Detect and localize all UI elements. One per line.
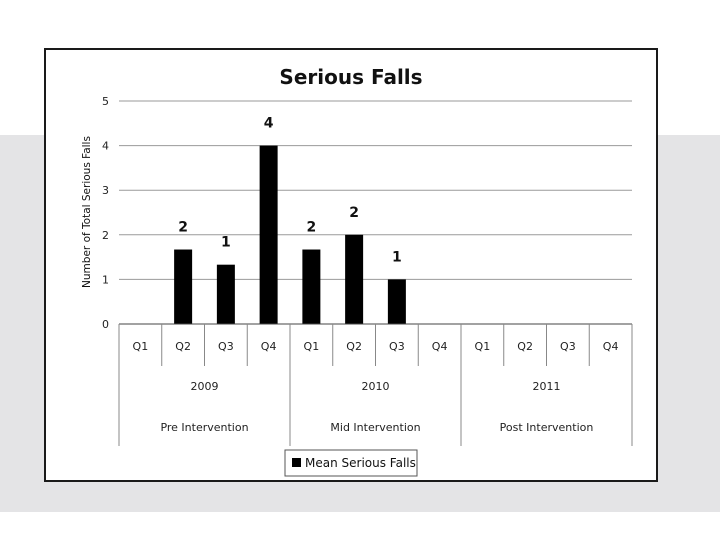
data-label: 2 <box>349 205 359 221</box>
y-tick-label: 2 <box>102 229 109 242</box>
data-label: 1 <box>221 235 231 251</box>
x-tick-label: Q2 <box>175 340 191 353</box>
bar <box>174 249 193 324</box>
x-tick-label: Q2 <box>346 340 362 353</box>
legend-swatch <box>292 458 301 467</box>
bar <box>302 249 321 324</box>
x-tick-label: Q4 <box>261 340 277 353</box>
y-tick-label: 4 <box>102 140 109 153</box>
x-tick-label: Q1 <box>475 340 491 353</box>
data-label: 4 <box>264 116 274 132</box>
year-label: 2011 <box>533 380 561 393</box>
x-tick-label: Q3 <box>560 340 576 353</box>
legend-box <box>284 449 418 477</box>
x-tick-label: Q1 <box>304 340 320 353</box>
chart-title: Serious Falls <box>279 65 422 89</box>
y-axis-label: Number of Total Serious Falls <box>81 136 93 288</box>
x-tick-label: Q4 <box>603 340 619 353</box>
x-tick-label: Q3 <box>389 340 405 353</box>
bar <box>216 264 235 324</box>
bar <box>259 145 278 324</box>
x-tick-label: Q1 <box>133 340 149 353</box>
bar <box>345 234 364 324</box>
year-label: 2010 <box>362 380 390 393</box>
phase-label: Post Intervention <box>500 421 594 434</box>
x-tick-label: Q3 <box>218 340 234 353</box>
y-tick-label: 0 <box>102 318 109 331</box>
bar <box>387 279 406 324</box>
year-label: 2009 <box>191 380 219 393</box>
phase-label: Pre Intervention <box>160 421 248 434</box>
data-label: 1 <box>392 249 402 265</box>
data-label: 2 <box>307 220 317 236</box>
y-tick-label: 3 <box>102 184 109 197</box>
data-label: 2 <box>178 220 188 236</box>
y-tick-label: 5 <box>102 95 109 108</box>
x-tick-label: Q4 <box>432 340 448 353</box>
legend-label: Mean Serious Falls <box>305 456 416 470</box>
phase-label: Mid Intervention <box>330 421 420 434</box>
y-tick-label: 1 <box>102 273 109 286</box>
x-tick-label: Q2 <box>517 340 533 353</box>
